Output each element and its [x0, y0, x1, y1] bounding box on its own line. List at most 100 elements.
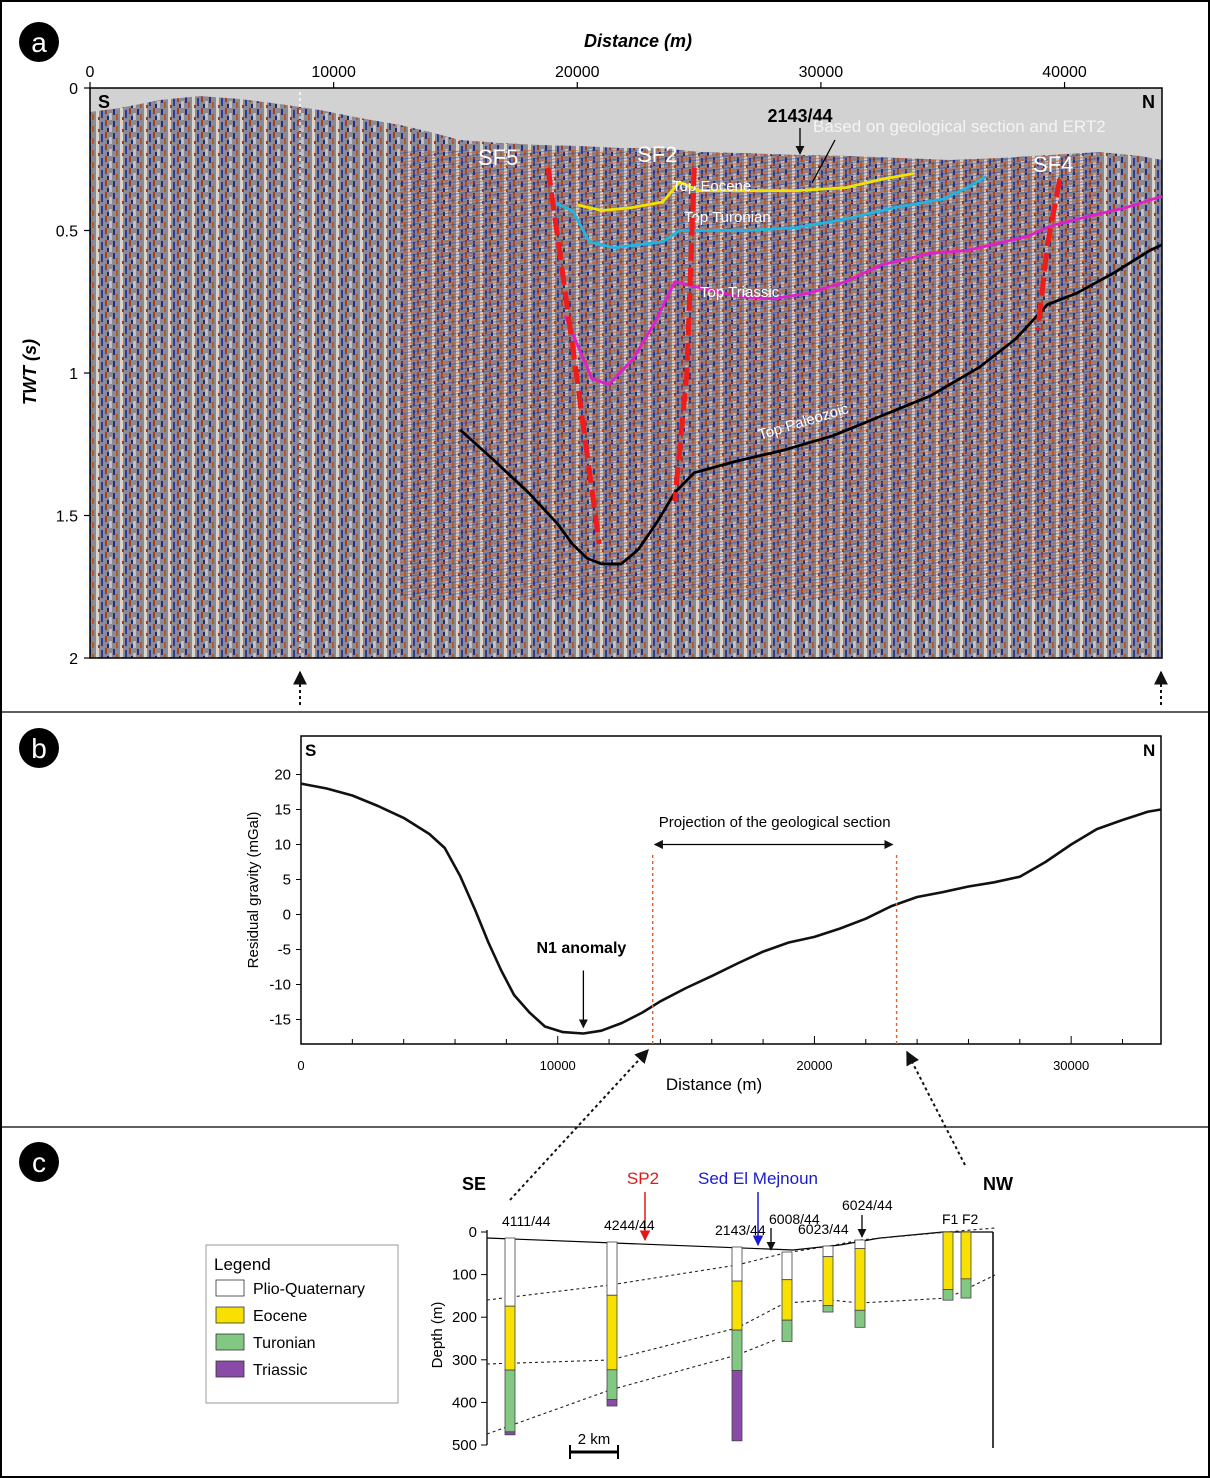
legend-item-label: Triassic	[253, 1362, 308, 1379]
seismic-reflectors	[400, 150, 1100, 600]
c-depth-tick-label: 400	[452, 1394, 477, 1411]
fault-line	[672, 167, 697, 502]
legend-swatch	[215, 1360, 245, 1378]
panel-a-y-title: TWT (s)	[20, 339, 40, 405]
b-y-tick-label: -15	[269, 1012, 291, 1029]
a-y-tick-label: 1	[69, 366, 78, 383]
panel-a-faults: SF5 SF2 SF4	[478, 142, 1073, 545]
well-layer	[781, 1279, 793, 1321]
link-arrow-c-right	[906, 1050, 966, 1166]
panel-b-plot: N1 anomaly Projection of the geological s…	[300, 782, 1162, 1044]
a-x-tick-label: 0	[86, 64, 95, 81]
legend-swatch	[215, 1333, 245, 1351]
panel-b-xlabel: Distance (m)	[666, 1075, 762, 1094]
panel-c-end-right: NW	[983, 1174, 1013, 1194]
horizon-line	[563, 194, 1163, 386]
well-layer	[960, 1231, 972, 1280]
legend-item-label: Plio-Quaternary	[253, 1281, 365, 1298]
b-y-tick-label: -5	[278, 942, 291, 959]
projection-label: Projection of the geological section	[659, 814, 891, 831]
well-layer	[854, 1248, 866, 1311]
fault-label: SF4	[1033, 152, 1073, 177]
legend-swatch	[215, 1306, 245, 1324]
b-y-tick-label: 10	[274, 837, 291, 854]
panel-b-gravity-profile: b S N 20 15 10 5 0 -5 -10 -15 0 10000 20000 30000 N…	[19, 728, 1162, 1094]
horizon-line	[552, 175, 988, 250]
scale-bar-label: 2 km	[578, 1431, 611, 1448]
a-y-tick-label: 0	[69, 81, 78, 98]
panel-a-axes: 0 10000 20000 30000 40000 0 0.5 1 1.5 2	[56, 64, 1087, 668]
panel-c-end-left: SE	[462, 1174, 486, 1194]
well-layer	[731, 1329, 743, 1371]
legend-item-label: Eocene	[253, 1308, 307, 1325]
b-x-tick-label: 0	[297, 1058, 304, 1073]
well-layer	[822, 1305, 834, 1313]
well-layer	[854, 1309, 866, 1328]
well-layer	[731, 1370, 743, 1442]
panel-a-label: a	[31, 27, 47, 58]
well-name: 6008/44	[769, 1211, 820, 1227]
correlation-lines	[486, 1227, 996, 1435]
legend-swatch	[215, 1279, 245, 1297]
a-x-tick-label: 30000	[799, 64, 844, 81]
a-y-tick-label: 1.5	[56, 509, 78, 526]
well-name: 6024/44	[842, 1197, 893, 1213]
well-layer	[606, 1369, 618, 1401]
well-layer	[731, 1246, 743, 1282]
horizon-label: Top Turonian	[684, 209, 771, 226]
b-y-tick-label: 20	[274, 767, 291, 784]
gravity-series-line	[300, 782, 1162, 1035]
fault-label: SF2	[637, 142, 677, 167]
b-y-tick-label: 5	[283, 872, 291, 889]
well-layer	[960, 1278, 972, 1299]
b-y-tick-label: 15	[274, 802, 291, 819]
c-depth-tick-label: 500	[452, 1437, 477, 1454]
c-depth-tick-label: 0	[469, 1224, 477, 1241]
well-layer	[781, 1319, 793, 1342]
well-layer	[781, 1251, 793, 1281]
well-layer	[504, 1237, 516, 1307]
panel-b-frame	[300, 735, 1162, 1045]
legend: Legend Plio-Quaternary Eocene Turonian Tria…	[205, 1244, 399, 1404]
anomaly-label: N1 anomaly	[536, 940, 626, 957]
panel-c-depth-axis: 0 100 200 300 400 500	[452, 1224, 488, 1454]
well-name: F2	[962, 1211, 979, 1227]
a-x-tick-label: 20000	[555, 64, 600, 81]
well-label-2143: 2143/44	[767, 106, 832, 126]
well-layer	[606, 1294, 618, 1371]
c-depth-tick-label: 200	[452, 1309, 477, 1326]
well-layer	[731, 1280, 743, 1331]
legend-item-label: Turonian	[253, 1335, 316, 1352]
legend-box	[205, 1244, 399, 1404]
panel-b-end-left: S	[305, 741, 316, 760]
well-layer	[822, 1245, 834, 1258]
well-layer	[606, 1399, 618, 1407]
well-layer	[504, 1431, 516, 1436]
fault-line	[1035, 178, 1063, 331]
marker-sp2: SP2	[627, 1169, 659, 1188]
b-x-tick-label: 10000	[540, 1058, 576, 1073]
c-depth-tick-label: 100	[452, 1267, 477, 1284]
well-layer	[504, 1369, 516, 1433]
well-name: 4244/44	[604, 1217, 655, 1233]
panel-a-note: Based on geological section and ERT2	[813, 117, 1106, 136]
well-layer	[942, 1289, 954, 1301]
a-y-tick-label: 2	[69, 651, 78, 668]
panel-c-badge	[19, 1142, 59, 1182]
panel-a-end-left: S	[98, 92, 110, 112]
well-name: F1	[942, 1211, 959, 1227]
a-y-tick-label: 0.5	[56, 224, 78, 241]
horizon-label: Top Eocene	[672, 178, 751, 195]
well-layer	[854, 1239, 866, 1249]
marker-sed-el-mejnoun: Sed El Mejnoun	[698, 1169, 818, 1188]
b-y-tick-label: -10	[269, 977, 291, 994]
air-zone	[90, 88, 1162, 160]
b-x-tick-label: 20000	[796, 1058, 832, 1073]
b-y-tick-label: 0	[283, 907, 291, 924]
well-layer	[606, 1241, 618, 1296]
well-layer	[504, 1305, 516, 1371]
well-name: 4111/44	[502, 1213, 551, 1229]
